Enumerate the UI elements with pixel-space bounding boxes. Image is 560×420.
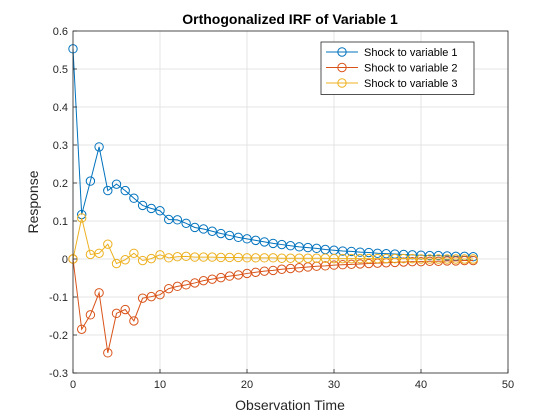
- series-2-point: [155, 290, 165, 300]
- series-1-point: [198, 224, 209, 234]
- y-tick-label: -0.2: [49, 330, 68, 342]
- series-1-point: [94, 142, 104, 152]
- series-1-point: [242, 234, 252, 244]
- series-1-line: [72, 48, 474, 258]
- series-2-point: [137, 293, 148, 303]
- series-2-point: [190, 278, 200, 288]
- series-2-point: [207, 274, 217, 284]
- series-3-point: [94, 248, 104, 259]
- series-1-point: [181, 218, 191, 228]
- series-2-point: [172, 281, 183, 292]
- series-2-point: [103, 348, 113, 358]
- series-2-point: [233, 270, 244, 280]
- y-tick-label: -0.1: [49, 292, 68, 304]
- series-3-line: [72, 217, 474, 265]
- series-1-point: [103, 185, 113, 196]
- series-3-point: [77, 213, 87, 223]
- x-tick-label: 0: [70, 379, 76, 391]
- series-1-point: [216, 228, 226, 239]
- legend-item: Shock to variable 3: [326, 78, 458, 90]
- series-3: [68, 213, 478, 269]
- series-3-point: [468, 254, 478, 264]
- series-2-point: [111, 308, 122, 319]
- series-3-point: [155, 250, 165, 260]
- legend-item: Shock to variable 1: [326, 47, 458, 59]
- series-1-point: [172, 215, 183, 225]
- series-1-point: [85, 176, 96, 186]
- legend-marker: [337, 47, 347, 57]
- y-axis-label: Response: [25, 170, 41, 233]
- x-tick-label: 10: [154, 379, 166, 391]
- series-2-point: [181, 280, 191, 290]
- series-2-point: [164, 283, 174, 294]
- series-1-point: [259, 237, 270, 247]
- axis-ticks: 0 10 20 30 40 50 -0.3 -0.2 -0.1 0 0.1 0.2 0.3 0.4 0.5 0…: [49, 26, 514, 391]
- x-tick-label: 30: [328, 379, 340, 391]
- legend-marker: [337, 62, 347, 73]
- series-2-point: [216, 272, 226, 283]
- series-2-point: [94, 288, 104, 298]
- y-tick-label: 0.1: [53, 216, 68, 228]
- x-tick-label: 50: [502, 379, 514, 391]
- legend-item: Shock to variable 2: [326, 63, 458, 75]
- series-3-point: [111, 258, 122, 269]
- series-1-point: [233, 232, 244, 243]
- series-1-point: [155, 206, 165, 216]
- series-2-point: [129, 316, 139, 326]
- y-tick-label: 0.4: [53, 102, 68, 114]
- legend: Shock to variable 1 Shock to variable 2 Sh…: [320, 41, 475, 95]
- series-2-point: [146, 291, 157, 302]
- series-2-point: [120, 304, 130, 315]
- legend-label: Shock to variable 3: [364, 78, 458, 90]
- x-tick-label: 20: [241, 379, 253, 391]
- series-3-point: [137, 255, 148, 266]
- y-tick-label: 0.6: [53, 26, 68, 38]
- series-1: [68, 44, 478, 262]
- y-tick-label: -0.3: [49, 368, 68, 380]
- legend-label: Shock to variable 1: [364, 47, 458, 59]
- chart-title: Orthogonalized IRF of Variable 1: [182, 11, 398, 27]
- series-1-point: [111, 179, 122, 189]
- series-1-point: [120, 185, 130, 196]
- series-1-point: [207, 226, 217, 236]
- y-tick-label: 0: [62, 254, 68, 266]
- y-tick-label: 0.5: [53, 64, 68, 76]
- series-1-point: [251, 235, 261, 246]
- series-layer: [68, 44, 478, 358]
- legend-label: Shock to variable 2: [364, 63, 458, 75]
- series-2-point: [77, 324, 87, 334]
- series-3-point: [129, 248, 139, 259]
- x-axis-label: Observation Time: [235, 397, 345, 413]
- series-3-point: [146, 253, 157, 264]
- series-3-point: [120, 255, 130, 265]
- series-1-point: [146, 203, 157, 214]
- series-3-point: [103, 239, 113, 249]
- legend-marker: [337, 78, 347, 88]
- plot-frame: [72, 30, 509, 374]
- y-tick-label: 0.2: [53, 178, 68, 190]
- series-1-point: [137, 200, 148, 211]
- y-tick-label: 0.3: [53, 140, 68, 152]
- series-1-point: [129, 193, 139, 203]
- series-1-point: [190, 222, 200, 233]
- series-1-point: [224, 230, 235, 241]
- series-2-point: [198, 275, 209, 286]
- x-tick-label: 40: [415, 379, 427, 391]
- series-2-point: [85, 310, 96, 320]
